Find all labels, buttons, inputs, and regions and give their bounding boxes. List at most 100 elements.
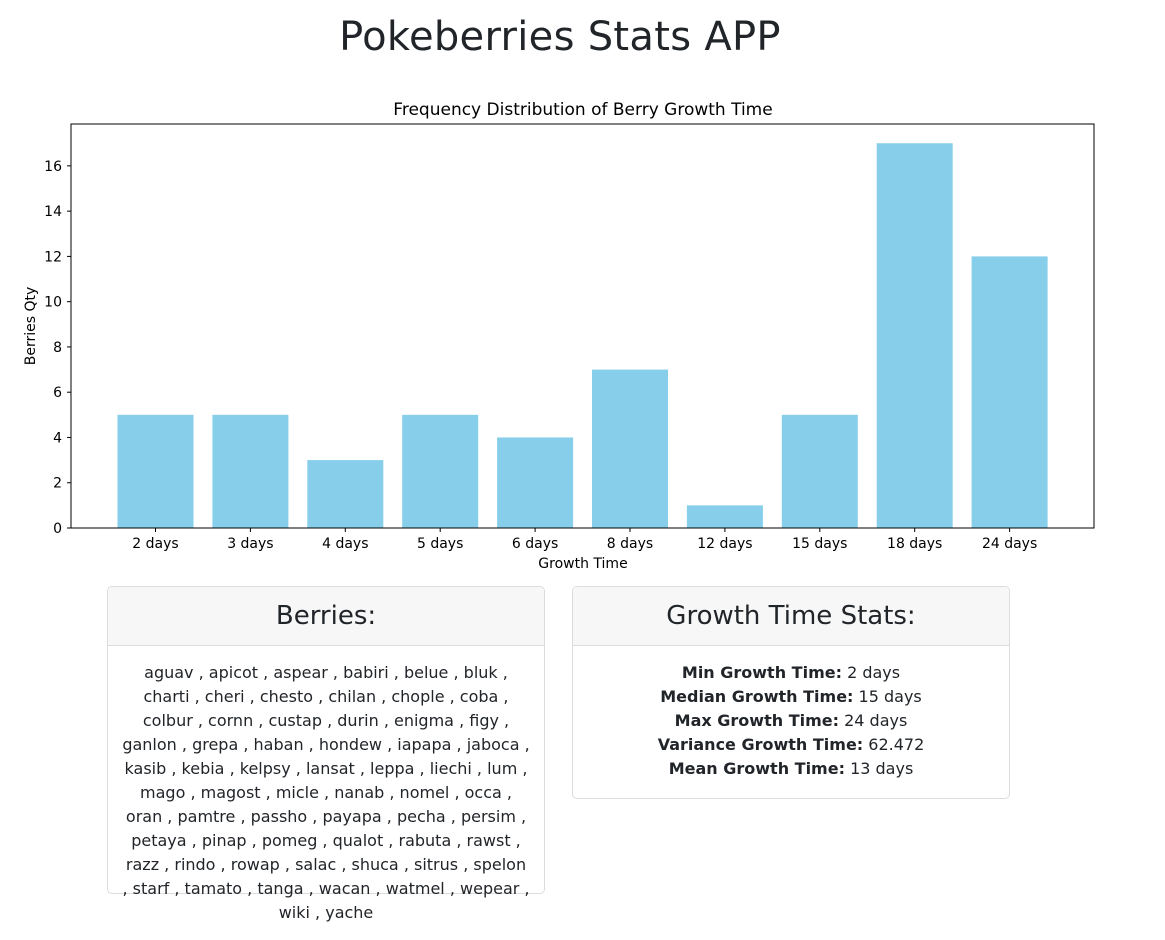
berries-card: Berries: aguav , apicot , aspear , babir… — [107, 586, 545, 922]
berry-name: tanga — [257, 879, 304, 898]
y-tick-label: 16 — [44, 159, 62, 175]
growth-stats-card: Growth Time Stats: Min Growth Time: 2 da… — [572, 586, 1010, 799]
berry-name: petaya — [131, 831, 187, 850]
growth-stats-card-header: Growth Time Stats: — [573, 587, 1009, 646]
berry-name: cornn — [208, 711, 254, 730]
stat-line: Mean Growth Time: 13 days — [587, 757, 995, 781]
berry-name: wepear — [460, 879, 520, 898]
berry-name: micle — [275, 783, 319, 802]
x-tick-label: 12 days — [697, 536, 752, 552]
bar — [307, 460, 384, 528]
berry-name: kebia — [181, 759, 225, 778]
berry-name: rowap — [230, 855, 280, 874]
bar — [592, 369, 668, 528]
berry-name: chilan — [328, 687, 377, 706]
berry-name: pomeg — [261, 831, 318, 850]
berry-name: razz — [125, 855, 160, 874]
x-tick-label: 8 days — [607, 536, 653, 552]
stat-value: 2 days — [841, 663, 901, 682]
y-axis-label: Berries Qty — [23, 287, 39, 366]
berry-name: haban — [253, 735, 304, 754]
berry-name: grepa — [192, 735, 239, 754]
berry-name: lansat — [305, 759, 355, 778]
stat-value: 24 days — [839, 711, 908, 730]
berry-name: yache — [325, 903, 374, 922]
bar — [117, 414, 194, 528]
berries-list: aguav , apicot , aspear , babiri , belue… — [122, 663, 530, 922]
stat-value: 15 days — [853, 687, 922, 706]
berry-name: charti — [143, 687, 190, 706]
berry-name: sitrus — [414, 855, 459, 874]
x-tick-label: 5 days — [417, 536, 463, 552]
berry-name: lum — [487, 759, 518, 778]
berry-name: qualot — [332, 831, 384, 850]
berry-name: wacan — [318, 879, 371, 898]
berry-name: rawst — [466, 831, 511, 850]
berry-name: colbur — [142, 711, 193, 730]
berry-name: nanab — [334, 783, 385, 802]
bar — [876, 143, 953, 528]
berry-name: durin — [337, 711, 379, 730]
bar — [402, 414, 479, 528]
berry-name: custap — [268, 711, 322, 730]
chart-title: Frequency Distribution of Berry Growth T… — [393, 100, 772, 120]
y-tick-label: 14 — [44, 204, 62, 220]
stat-label: Max Growth Time: — [674, 711, 840, 730]
y-tick-label: 2 — [53, 476, 62, 492]
berry-name: hondew — [318, 735, 382, 754]
x-tick-label: 2 days — [132, 536, 178, 552]
stat-label: Min Growth Time: — [681, 663, 842, 682]
stat-line: Variance Growth Time: 62.472 — [587, 733, 995, 757]
growth-stats-list: Min Growth Time: 2 days Median Growth Tim… — [573, 646, 1009, 796]
berry-name: wiki — [278, 903, 310, 922]
y-tick-label: 10 — [44, 295, 62, 311]
berry-name: pamtre — [177, 807, 236, 826]
x-tick-label: 24 days — [982, 536, 1037, 552]
berry-name: aspear — [273, 663, 328, 682]
bar — [212, 414, 289, 528]
berry-name: oran — [125, 807, 163, 826]
berry-name: apicot — [208, 663, 259, 682]
x-axis-label: Growth Time — [538, 556, 627, 572]
berry-name: shuca — [351, 855, 399, 874]
berry-name: tamato — [184, 879, 243, 898]
berry-name: mago — [140, 783, 186, 802]
x-tick-label: 3 days — [227, 536, 273, 552]
plot-frame — [70, 123, 1095, 529]
stat-value: 13 days — [844, 759, 914, 778]
berry-name: iapapa — [397, 735, 452, 754]
berry-name: rindo — [174, 855, 216, 874]
berry-name: rabuta — [398, 831, 452, 850]
stat-label: Mean Growth Time: — [668, 759, 845, 778]
growth-stats-card-title: Growth Time Stats: — [666, 601, 916, 631]
bar — [971, 256, 1048, 528]
stat-value: 62.472 — [863, 735, 925, 754]
x-tick-label: 6 days — [512, 536, 558, 552]
berry-name: chesto — [259, 687, 314, 706]
x-tick-label: 18 days — [887, 536, 942, 552]
stat-line: Min Growth Time: 2 days — [587, 661, 995, 685]
stat-line: Median Growth Time: 15 days — [587, 685, 995, 709]
berry-name: kasib — [124, 759, 167, 778]
berry-name: liechi — [429, 759, 472, 778]
y-tick-label: 6 — [53, 385, 62, 401]
berry-name: pecha — [396, 807, 446, 826]
berry-name: coba — [459, 687, 499, 706]
stat-label: Variance Growth Time: — [657, 735, 864, 754]
x-tick-label: 15 days — [792, 536, 847, 552]
berry-name: jaboca — [466, 735, 520, 754]
y-tick-label: 12 — [44, 249, 62, 265]
y-tick-label: 8 — [53, 340, 62, 356]
x-tick-label: 4 days — [322, 536, 368, 552]
berry-name: starf — [132, 879, 170, 898]
stat-line: Max Growth Time: 24 days — [587, 709, 995, 733]
berry-name: pinap — [201, 831, 247, 850]
berry-name: kelpsy — [239, 759, 291, 778]
stat-label: Median Growth Time: — [660, 687, 854, 706]
berry-name: salac — [295, 855, 337, 874]
bar — [497, 437, 574, 528]
berries-card-title: Berries: — [275, 601, 377, 631]
bar — [686, 505, 763, 528]
berry-name: passho — [250, 807, 308, 826]
y-tick-label: 0 — [53, 521, 62, 537]
